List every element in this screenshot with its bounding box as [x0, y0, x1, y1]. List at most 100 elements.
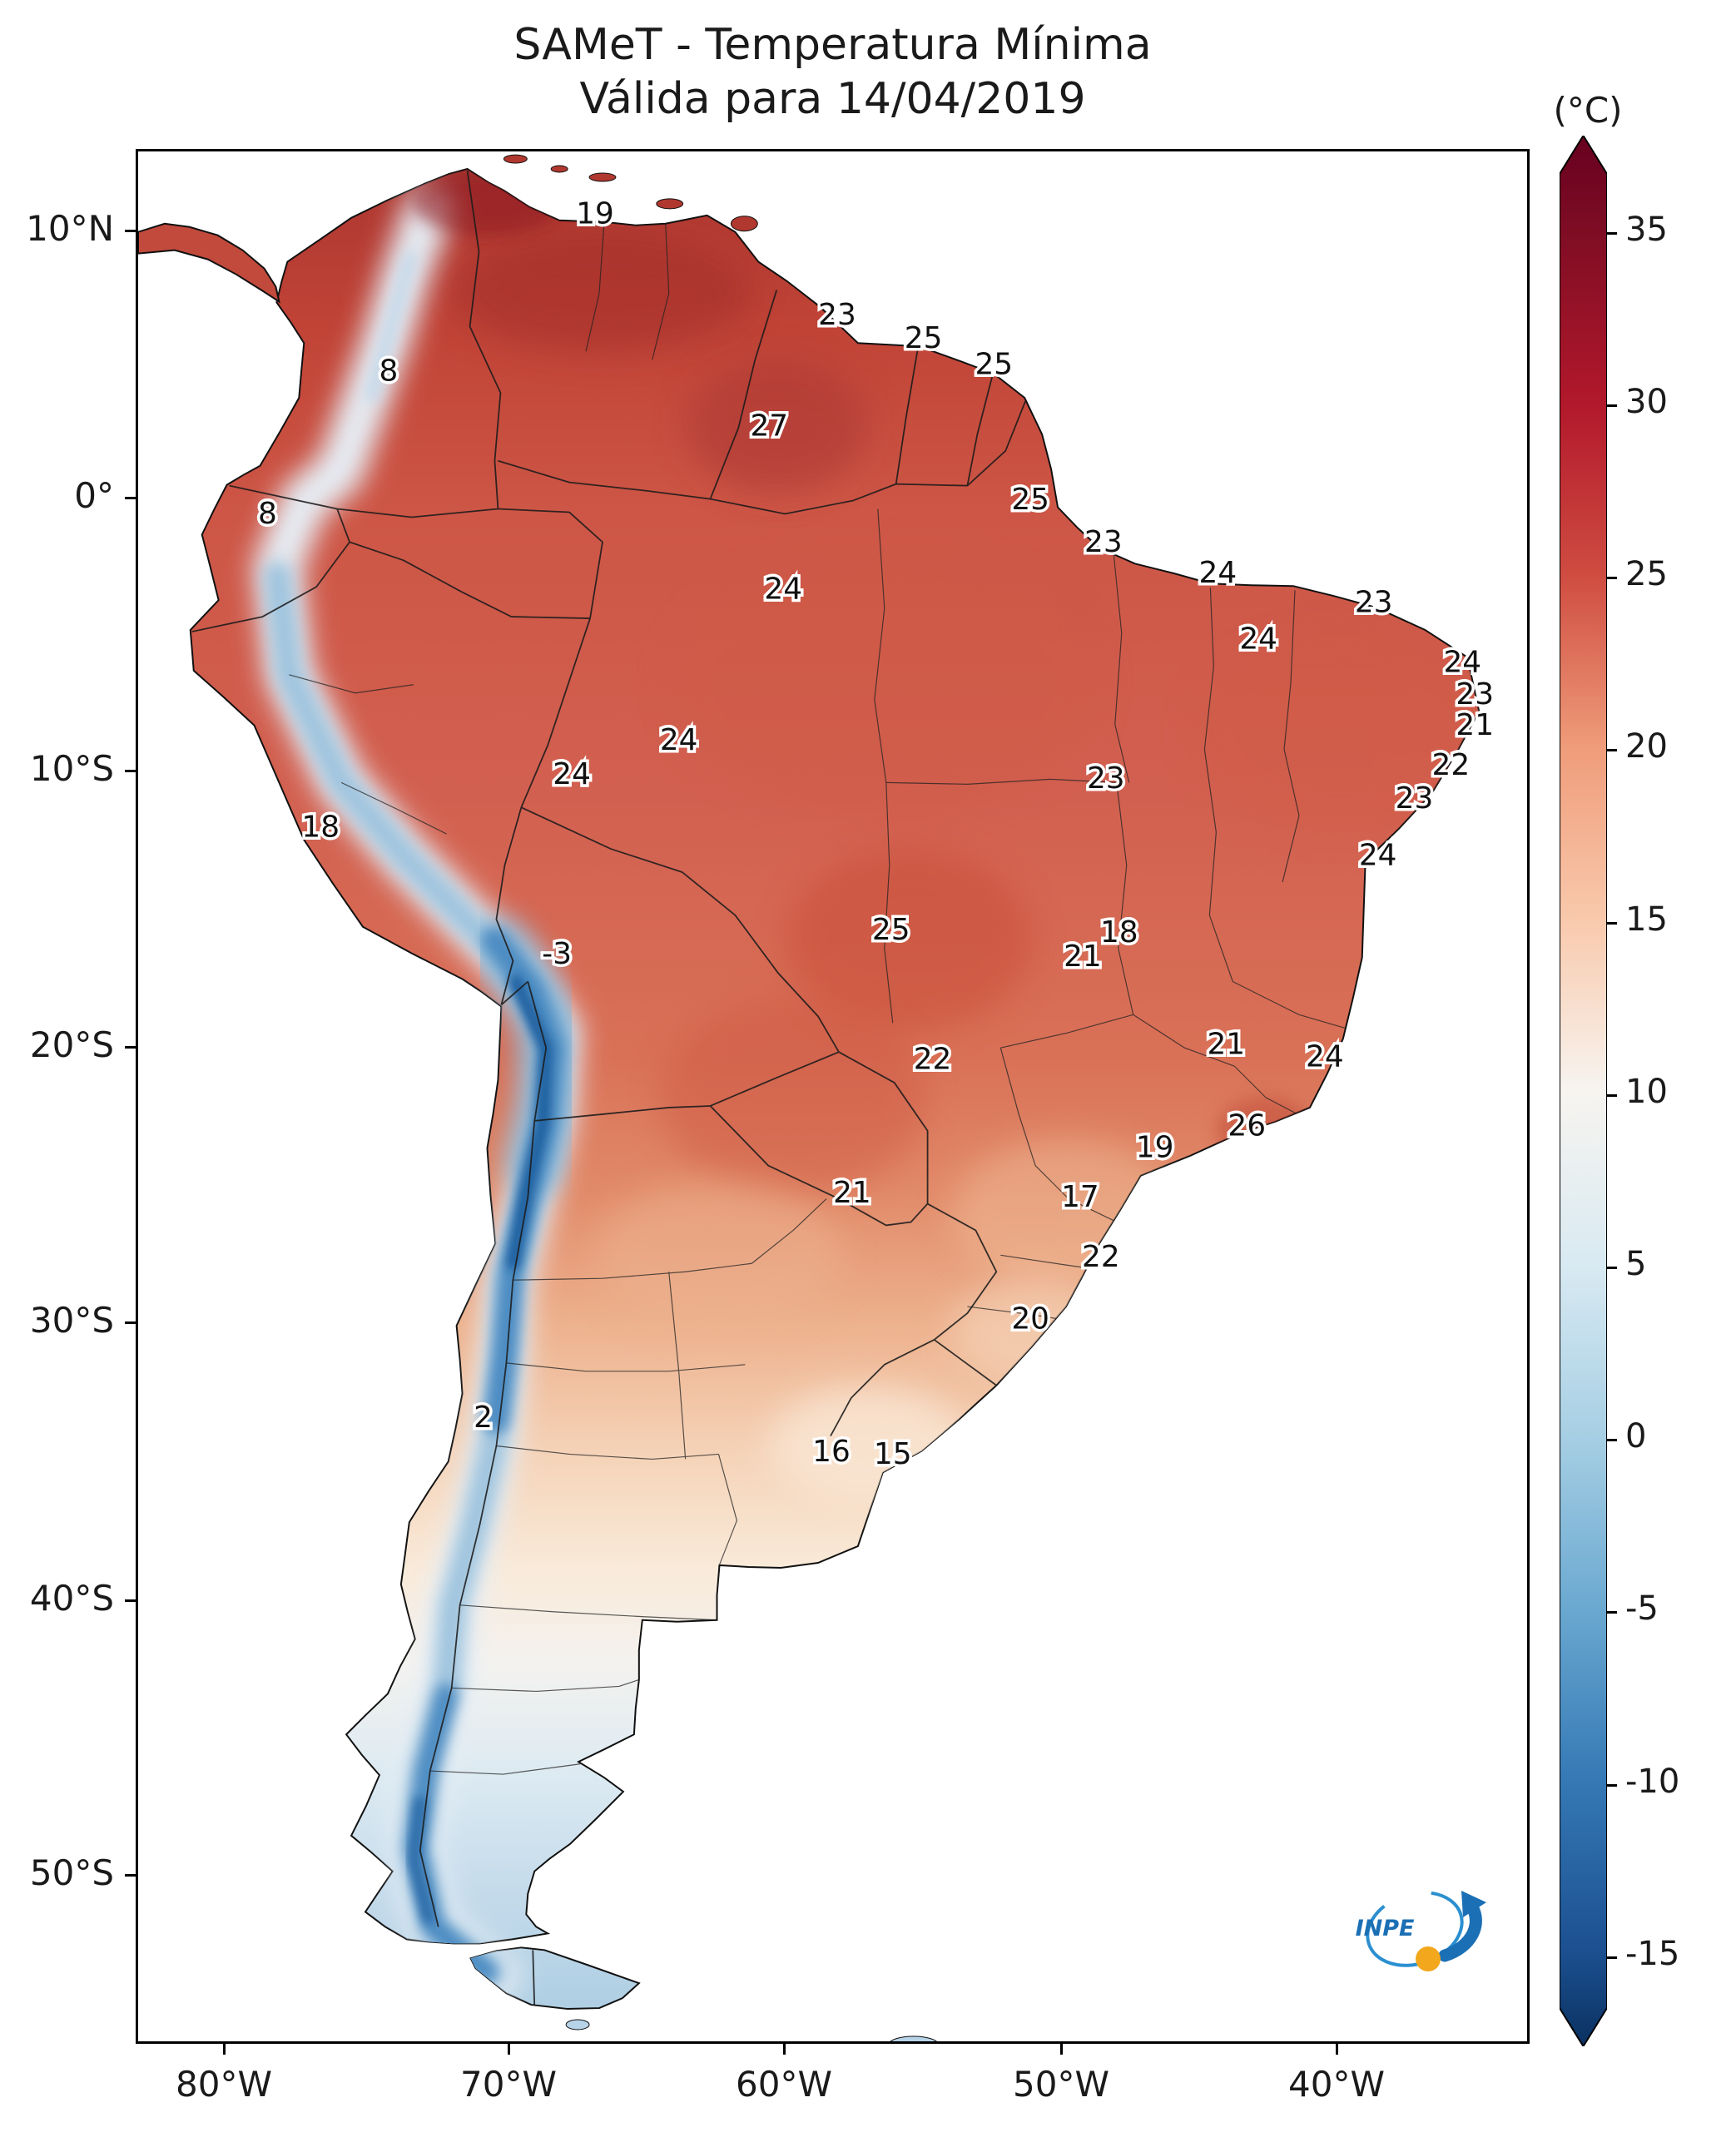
southern-islands: [565, 2019, 937, 2041]
map-plot-area: 19 23 25 25 27 8 8 25 23 24 24 24 23 24 23 21 24 24 22 23 23…: [136, 149, 1530, 2044]
temperature-label: 17: [1061, 1180, 1099, 1214]
temperature-label: 23: [818, 298, 856, 332]
cb-ticks-tick-label: 5: [1625, 1245, 1647, 1283]
logo-text: INPE: [1356, 1916, 1415, 1941]
temperature-label: 18: [301, 811, 340, 845]
temperature-label: 21: [1207, 1028, 1245, 1062]
caribbean-islands: [503, 154, 758, 232]
cb-ticks-tick-mark: [1607, 1094, 1617, 1097]
cb-ticks-tick-label: 35: [1625, 211, 1668, 249]
y-axis-tick-label: 50°S: [29, 1852, 114, 1893]
longitude-axis: 80°W 70°W 60°W 50°W 40°W: [136, 2044, 1530, 2135]
temperature-label: 24: [660, 723, 698, 757]
y-axis-tick-mark: [125, 1321, 136, 1324]
temperature-label: 23: [1396, 781, 1434, 816]
temperature-label: 8: [379, 355, 399, 389]
temperature-label: 15: [874, 1437, 912, 1471]
y-axis-tick-label: 30°S: [29, 1300, 114, 1341]
temperature-label: 22: [1082, 1240, 1120, 1274]
cb-ticks-tick-label: 25: [1625, 555, 1668, 593]
y-axis-tick-mark: [125, 770, 136, 772]
cb-ticks-tick-label: -5: [1625, 1589, 1659, 1628]
temperature-label: 25: [1011, 483, 1049, 517]
temperature-label: 24: [553, 757, 591, 791]
x-axis-tick-label: 40°W: [1288, 2064, 1385, 2105]
temperature-label: 21: [1456, 708, 1494, 742]
cb-ticks-tick-mark: [1607, 232, 1617, 235]
temperature-label: 24: [764, 573, 802, 607]
temperature-label: 25: [975, 348, 1013, 382]
temperature-label: 22: [1432, 748, 1471, 782]
temperature-label: 23: [1355, 586, 1393, 620]
y-axis-tick-label: 10°N: [26, 208, 114, 249]
y-axis-tick-label: 10°S: [29, 748, 114, 789]
temperature-label: 23: [1456, 677, 1494, 712]
temperature-label: 22: [914, 1043, 952, 1077]
temperature-colorbar: [1560, 136, 1607, 2046]
temperature-label: 2: [474, 1401, 493, 1435]
temperature-label: 23: [1084, 525, 1123, 559]
x-axis-tick-label: 80°W: [176, 2064, 272, 2105]
colorbar-unit-label: (°C): [1553, 90, 1623, 131]
colorbar-ticks: 35 30 25 20 15 10 5 0 -5 -10 -15: [1607, 136, 1732, 2046]
cb-ticks-tick-mark: [1607, 1611, 1617, 1614]
logo-arrow-shaft: [1438, 1899, 1482, 1962]
temperature-label: 20: [1011, 1302, 1049, 1336]
x-axis-tick-mark: [783, 2044, 786, 2055]
cb-ticks-tick-label: -10: [1625, 1763, 1680, 1801]
x-axis-tick-label: 50°W: [1013, 2064, 1109, 2105]
inpe-logo: INPE: [1347, 1871, 1505, 1991]
temperature-label: -3: [542, 937, 572, 971]
cb-ticks-tick-mark: [1607, 404, 1617, 407]
temperature-label: 16: [812, 1435, 851, 1469]
x-axis-tick-label: 70°W: [460, 2064, 557, 2105]
temperature-label: 27: [750, 409, 788, 443]
temperature-label: 19: [1136, 1130, 1174, 1164]
cb-ticks-tick-mark: [1607, 922, 1617, 925]
inpe-logo-graphic: INPE: [1356, 1891, 1486, 1971]
temperature-label: 25: [872, 913, 910, 947]
cb-ticks-tick-mark: [1607, 749, 1617, 751]
colorbar-gradient-bar: [1560, 136, 1607, 2046]
y-axis-tick-label: 40°S: [29, 1578, 114, 1619]
cb-ticks-tick-mark: [1607, 577, 1617, 579]
y-axis-tick-label: 0°: [74, 475, 114, 516]
cb-ticks-tick-label: 20: [1625, 727, 1668, 766]
x-axis-tick-mark: [508, 2044, 510, 2055]
country-borders: [191, 170, 1026, 2009]
temperature-label: 24: [1359, 839, 1397, 873]
temperature-label: 26: [1228, 1108, 1266, 1143]
y-axis-tick-mark: [125, 1046, 136, 1049]
y-axis-tick-mark: [125, 230, 136, 232]
cb-ticks-tick-label: 0: [1625, 1417, 1647, 1455]
x-axis-tick-label: 60°W: [736, 2064, 832, 2105]
y-axis-tick-mark: [125, 497, 136, 499]
latitude-axis: 10°N 0° 10°S 20°S 30°S 40°S 50°S: [0, 149, 136, 2044]
panama-landmass: [138, 222, 280, 303]
title-line-1: SAMeT - Temperatura Mínima: [513, 20, 1152, 70]
temperature-label: 19: [576, 196, 614, 231]
temperature-label: 25: [905, 321, 943, 355]
cb-ticks-tick-mark: [1607, 1956, 1617, 1959]
cb-ticks-tick-label: 10: [1625, 1073, 1668, 1111]
x-axis-tick-mark: [1336, 2044, 1338, 2055]
y-axis-tick-mark: [125, 1874, 136, 1877]
temperature-label: 8: [258, 497, 277, 531]
cb-ticks-tick-label: 15: [1625, 900, 1668, 939]
cb-ticks-tick-mark: [1607, 1267, 1617, 1269]
temperature-label: 21: [1064, 940, 1102, 974]
temperature-label: 24: [1239, 622, 1277, 656]
temperature-label: 24: [1443, 645, 1481, 679]
x-axis-tick-mark: [1060, 2044, 1063, 2055]
figure-title: SAMeT - Temperatura Mínima Válida para 1…: [136, 18, 1530, 126]
logo-orange-dot: [1416, 1946, 1441, 1971]
temperature-label: 18: [1100, 915, 1138, 950]
title-line-2: Válida para 14/04/2019: [579, 74, 1086, 124]
temperature-label: 21: [833, 1176, 871, 1210]
cb-ticks-tick-mark: [1607, 1439, 1617, 1441]
temperature-label: 24: [1306, 1040, 1344, 1074]
temperature-label: 24: [1199, 556, 1238, 590]
temperature-label: 23: [1087, 761, 1125, 796]
